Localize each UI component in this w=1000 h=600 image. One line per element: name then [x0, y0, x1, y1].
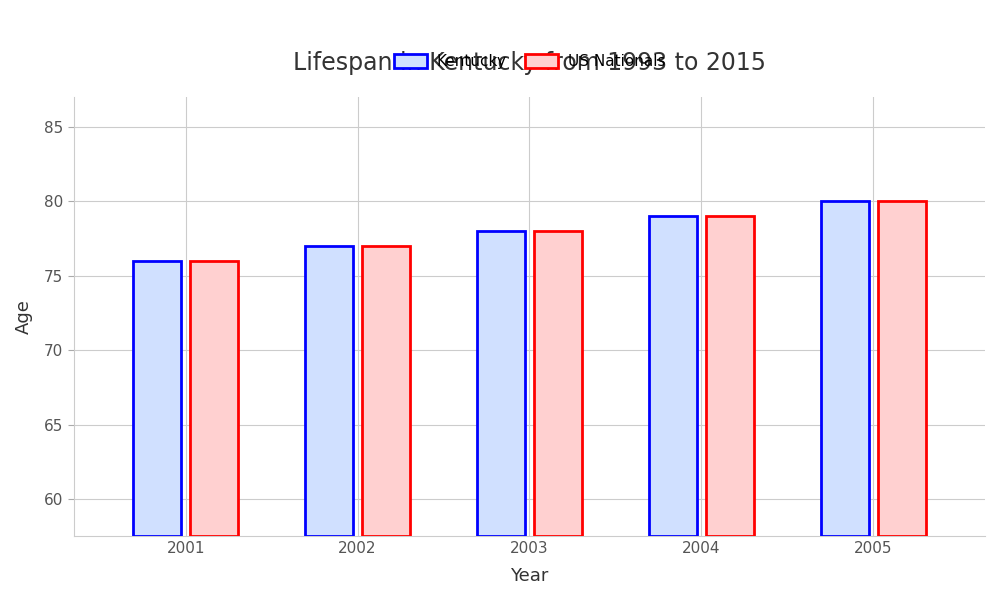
- Bar: [477, 231, 525, 536]
- Bar: [821, 202, 869, 536]
- X-axis label: Year: Year: [510, 567, 549, 585]
- Y-axis label: Age: Age: [15, 299, 33, 334]
- Bar: [190, 261, 238, 536]
- Bar: [878, 202, 926, 536]
- Legend: Kentucky, US Nationals: Kentucky, US Nationals: [388, 48, 671, 76]
- Bar: [362, 246, 410, 536]
- Bar: [706, 217, 754, 536]
- Title: Lifespan in Kentucky from 1993 to 2015: Lifespan in Kentucky from 1993 to 2015: [293, 50, 766, 74]
- Bar: [534, 231, 582, 536]
- Bar: [649, 217, 697, 536]
- Bar: [305, 246, 353, 536]
- Bar: [133, 261, 181, 536]
